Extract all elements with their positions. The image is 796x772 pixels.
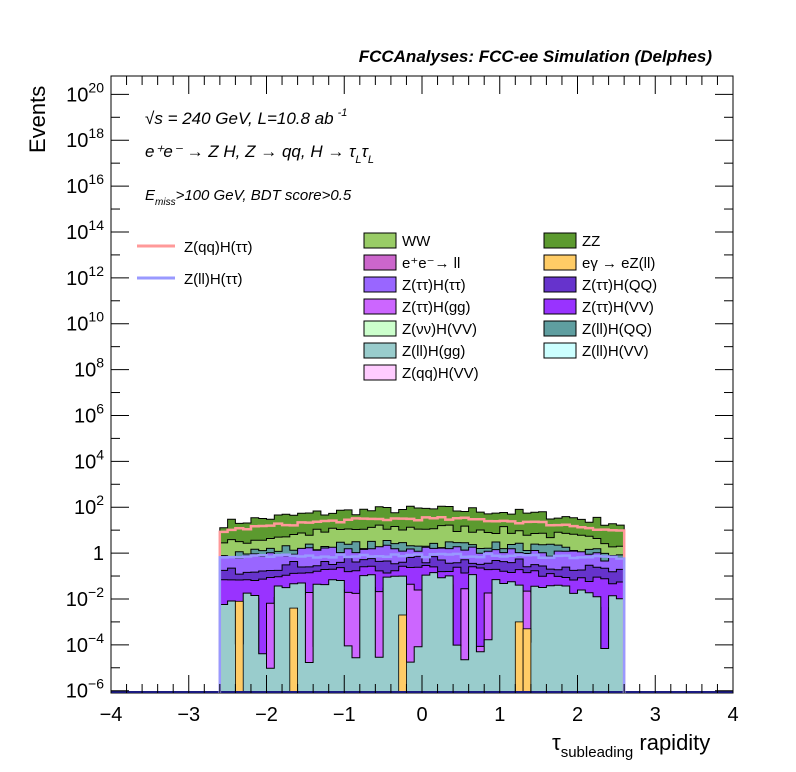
legend-label: WW xyxy=(402,233,431,250)
x-axis-ticks: −4 −3 −2 −1 0 1 2 3 4 xyxy=(100,76,739,726)
legend-swatch xyxy=(363,364,397,381)
bg-bin-egamma xyxy=(398,614,407,694)
legend-label: Z(qq)H(VV) xyxy=(402,365,479,382)
x-tick-label: 4 xyxy=(727,704,738,726)
legend-swatch xyxy=(543,276,577,293)
x-tick-label: 2 xyxy=(572,704,583,726)
y-tick-label: 108 xyxy=(74,355,104,382)
legend-backgrounds: WW e⁺e⁻→ ll Z(ττ)H(ττ) Z(ττ)H(gg) Z(νν)H(VV)… xyxy=(363,232,657,382)
bg-bin-egamma xyxy=(514,621,524,694)
legend-signal-label: Z(qq)H(ττ) xyxy=(184,239,253,256)
y-tick-label: 102 xyxy=(74,492,104,519)
x-tick-label: 3 xyxy=(650,704,661,726)
legend-swatch xyxy=(543,320,577,337)
legend-label: ZZ xyxy=(582,233,600,250)
bg-bin-egamma xyxy=(522,628,532,694)
y-tick-label: 1018 xyxy=(66,125,104,152)
legend-label: e⁺e⁻→ ll xyxy=(402,255,460,272)
legend-swatch xyxy=(363,298,397,315)
legend-signal-label: Z(ll)H(ττ) xyxy=(184,271,243,288)
y-tick-label: 1020 xyxy=(66,79,104,106)
x-tick-label: 1 xyxy=(494,704,505,726)
chart-title: FCCAnalyses: FCC-ee Simulation (Delphes) xyxy=(359,47,713,66)
legend-label: Z(ττ)H(ττ) xyxy=(402,277,466,294)
legend-label: Z(νν)H(VV) xyxy=(402,321,477,338)
y-axis-ticks: 10−6 10−4 10−2 1 102 104 106 108 1010 1012 1014 101… xyxy=(66,79,733,703)
legend-label: eγ → eZ(ll) xyxy=(582,255,655,272)
x-axis-label-symbol: τ xyxy=(552,730,561,755)
y-axis-label: Events xyxy=(25,86,50,153)
legend-swatch xyxy=(363,342,397,359)
y-tick-label: 10−4 xyxy=(66,630,104,657)
x-tick-label: −1 xyxy=(333,704,356,726)
legend-swatch xyxy=(543,232,577,249)
bg-bin-egamma xyxy=(289,607,298,694)
x-axis-label: τsubleading rapidity xyxy=(552,730,710,761)
legend-label: Z(ττ)H(gg) xyxy=(402,299,471,316)
bg-bin-egamma xyxy=(234,600,244,694)
legend-label: Z(ττ)H(QQ) xyxy=(582,277,657,294)
y-tick-label: 10−2 xyxy=(66,584,104,611)
y-tick-label: 106 xyxy=(74,400,104,427)
annotation-energy-lumi: √s = 240 GeV, L=10.8 ab -1 xyxy=(145,107,347,128)
legend-label: Z(ll)H(VV) xyxy=(582,343,649,360)
legend-swatch xyxy=(543,254,577,271)
signal-line-1 xyxy=(218,552,626,694)
x-tick-label: −2 xyxy=(255,704,278,726)
annotation-cuts: Emiss>100 GeV, BDT score>0.5 xyxy=(145,187,352,208)
y-tick-label: 1012 xyxy=(66,263,104,290)
legend-label: Z(ττ)H(VV) xyxy=(582,299,654,316)
legend-swatch xyxy=(543,342,577,359)
histogram-stack xyxy=(111,505,733,694)
legend-swatch xyxy=(363,320,397,337)
signal-lines xyxy=(218,515,626,694)
legend-label: Z(ll)H(gg) xyxy=(402,343,465,360)
legend-swatch xyxy=(543,298,577,315)
x-axis-label-rest: rapidity xyxy=(633,730,710,755)
y-tick-label: 1010 xyxy=(66,309,104,336)
bg-area-z-ll-h-gg- xyxy=(219,572,625,694)
legend-signals: Z(qq)H(ττ) Z(ll)H(ττ) xyxy=(137,239,253,288)
y-tick-label: 1016 xyxy=(66,171,104,198)
annotation-process: e⁺e⁻ → Z H, Z → qq, H → τLτL xyxy=(145,142,374,166)
y-tick-label: 10−6 xyxy=(66,676,104,703)
y-tick-label: 104 xyxy=(74,446,104,473)
x-tick-label: 0 xyxy=(416,704,427,726)
legend-swatch xyxy=(363,276,397,293)
y-tick-label: 1 xyxy=(93,543,104,565)
legend-label: Z(ll)H(QQ) xyxy=(582,321,652,338)
legend-swatch xyxy=(363,254,397,271)
x-axis-label-sub: subleading xyxy=(561,744,634,761)
y-tick-label: 1014 xyxy=(66,217,104,244)
signal-line-0 xyxy=(218,515,626,694)
x-tick-label: −4 xyxy=(100,704,123,726)
x-tick-label: −3 xyxy=(177,704,200,726)
legend-swatch xyxy=(363,232,397,249)
